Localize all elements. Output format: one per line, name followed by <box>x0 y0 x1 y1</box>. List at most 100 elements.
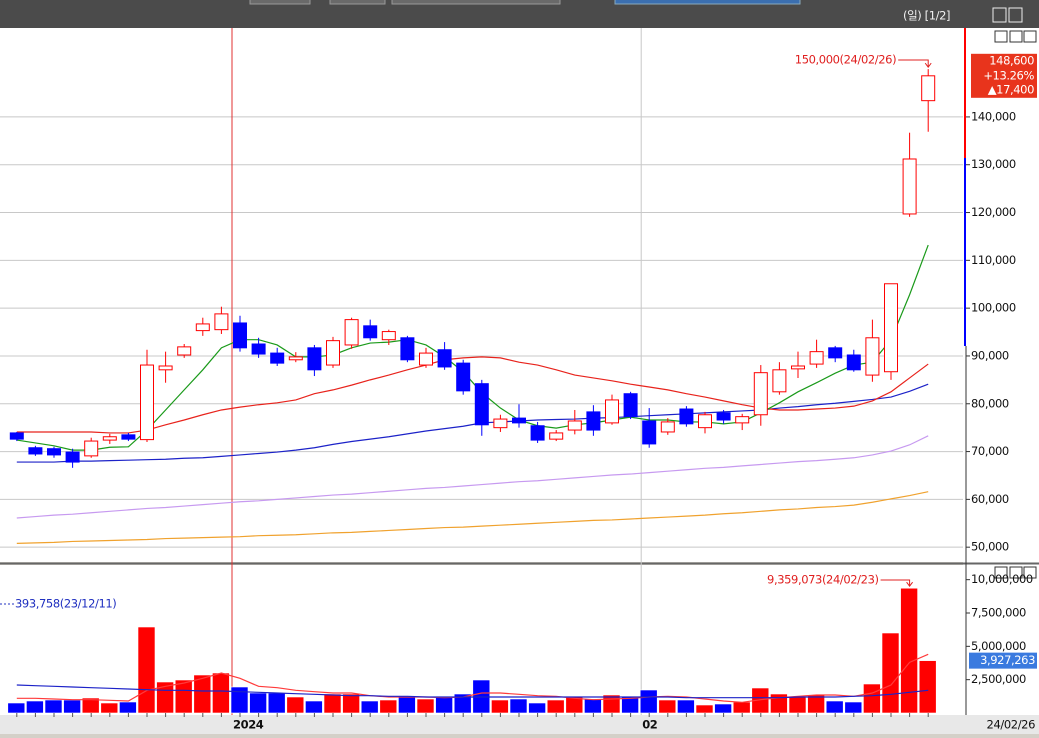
candle-body <box>753 372 768 416</box>
current-volume: 3,927,263 <box>980 653 1035 667</box>
candle-body <box>623 393 638 418</box>
volume-bar <box>844 701 863 714</box>
volume-bar <box>416 698 435 714</box>
volume-bar <box>677 699 695 714</box>
candle-body <box>902 158 917 215</box>
candle-body <box>270 352 285 364</box>
y-tick-label: 50,000 <box>971 540 1009 554</box>
y-tick-label: 130,000 <box>971 157 1016 171</box>
volume-tick-label: 7,500,000 <box>971 606 1026 620</box>
volume-bar <box>900 587 918 714</box>
volume-bar <box>379 699 398 714</box>
toolbar-button[interactable] <box>391 0 561 5</box>
moving-average <box>16 383 929 463</box>
window-button[interactable] <box>1008 7 1023 23</box>
price-plot <box>9 69 936 544</box>
candle-body <box>921 75 936 102</box>
volume-bar <box>193 674 212 714</box>
volume-bar <box>212 672 230 714</box>
max-price-note: 150,000(24/02/26) <box>795 53 896 67</box>
candle-body <box>214 313 229 331</box>
min-volume-note: 393,758(23/12/11) <box>15 597 116 611</box>
volume-bar <box>63 699 81 714</box>
y-tick-label: 90,000 <box>971 348 1009 362</box>
toolbar-button[interactable] <box>249 0 311 5</box>
candle-body <box>9 432 24 440</box>
candle-body <box>530 425 545 441</box>
x-tick-label: 02 <box>642 718 657 732</box>
candle-body <box>363 325 378 339</box>
volume-bar <box>323 693 342 714</box>
panel-button[interactable] <box>1009 566 1023 579</box>
volume-tick-label: 10,000,000 <box>971 572 1033 586</box>
volume-tick-label: 5,000,000 <box>971 639 1026 653</box>
volume-bar <box>249 692 267 714</box>
note-arrow <box>880 579 913 588</box>
volume-bar <box>119 701 137 714</box>
volume-bar <box>286 696 305 714</box>
volume-bar <box>398 695 416 714</box>
volume-bar <box>546 699 565 714</box>
volume-bar <box>825 700 844 714</box>
candle-body <box>735 416 750 424</box>
candle-body <box>65 451 80 463</box>
volume-bar <box>658 699 677 714</box>
volume-tick-label: 2,500,000 <box>971 672 1026 686</box>
candle-body <box>158 365 173 371</box>
panel-button[interactable] <box>1023 566 1037 579</box>
panel-button[interactable] <box>1023 30 1037 43</box>
current-volume-box <box>969 652 1037 669</box>
candle-body <box>884 283 898 373</box>
window-button[interactable] <box>992 7 1007 23</box>
candle-body <box>772 369 787 393</box>
axes: 50,000 60,000 70,000 80,000 90,000 100,000 110… <box>16 53 1037 732</box>
candle-body <box>642 420 657 445</box>
volume-bar <box>732 701 751 714</box>
volume-bar <box>639 689 658 714</box>
volume-bar <box>695 704 714 714</box>
candle-body <box>288 356 303 361</box>
grid <box>0 28 963 715</box>
toolbar-button[interactable] <box>329 0 386 5</box>
max-volume-note: 9,359,073(24/02/23) <box>767 573 879 587</box>
panel-button[interactable] <box>994 30 1008 43</box>
y-tick-label: 60,000 <box>971 492 1009 506</box>
candle-body <box>381 331 396 341</box>
last-price-box <box>971 53 1037 98</box>
candle-body <box>809 351 824 365</box>
x-tick-label: 2024 <box>233 718 264 732</box>
candle-body <box>586 411 601 431</box>
candle-body <box>549 432 564 440</box>
volume-bar <box>137 626 156 714</box>
toolbar-button[interactable] <box>614 0 801 5</box>
date-label: 24/02/26 <box>987 718 1036 732</box>
moving-average <box>16 356 929 434</box>
candle-body <box>307 347 322 371</box>
candle-body <box>47 448 61 456</box>
candle-body <box>512 417 526 424</box>
candle-body <box>121 434 136 440</box>
y-tick-label: 100,000 <box>971 301 1016 315</box>
candle-body <box>605 399 619 424</box>
panel-button[interactable] <box>1009 30 1023 43</box>
volume-bar <box>565 696 584 714</box>
volume-bar <box>788 696 807 714</box>
candle-body <box>251 343 266 355</box>
candle-body <box>400 337 415 361</box>
y-tick-label: 80,000 <box>971 396 1009 410</box>
axis-panel <box>963 28 1039 715</box>
candle-body <box>195 323 210 332</box>
change-pct: +13.26% <box>983 68 1034 82</box>
volume-bar <box>360 700 379 714</box>
panel-button[interactable] <box>994 566 1008 579</box>
candle-body <box>437 349 452 368</box>
volume-bar <box>881 632 900 714</box>
note-arrow <box>898 59 932 68</box>
volume-bar <box>44 699 63 714</box>
candle-body <box>84 440 99 457</box>
volume-bar <box>26 700 44 714</box>
last-price: 148,600 <box>989 53 1034 67</box>
candle-body <box>660 421 675 433</box>
candle-body <box>865 337 880 376</box>
